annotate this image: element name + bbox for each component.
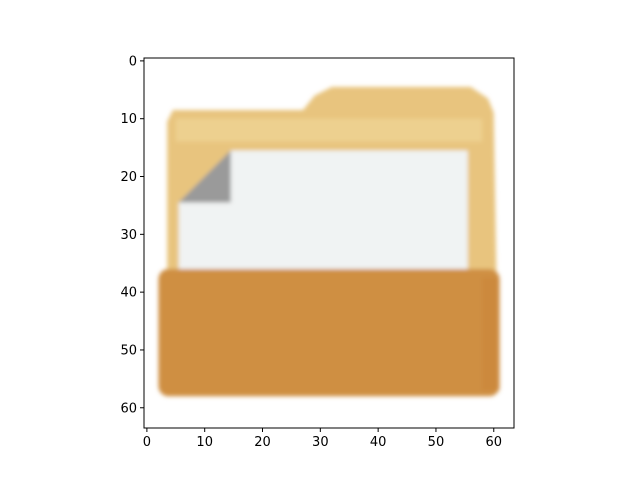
folder-front-shape <box>158 269 500 397</box>
y-axis: 0 10 20 30 40 50 60 <box>120 54 144 416</box>
y-tick-label: 20 <box>120 170 137 185</box>
y-tick-label: 60 <box>120 401 137 416</box>
x-tick-label: 30 <box>312 435 329 450</box>
document-fold-shape <box>178 150 231 203</box>
x-axis: 0 10 20 30 40 50 60 <box>143 428 502 450</box>
y-tick-label: 0 <box>129 54 137 69</box>
x-tick-label: 10 <box>196 435 213 450</box>
folder-front-edge-shape <box>482 277 500 391</box>
y-tick-label: 30 <box>120 228 137 243</box>
axes-frame <box>143 57 515 429</box>
x-tick-label: 20 <box>254 435 271 450</box>
y-tick-label: 10 <box>120 112 137 127</box>
x-tick-label: 50 <box>428 435 445 450</box>
folder-icon <box>158 86 500 397</box>
y-tick-label: 40 <box>120 286 137 301</box>
folder-icon-shapes <box>158 86 500 397</box>
folder-back-highlight-shape <box>175 118 483 142</box>
x-tick-label: 40 <box>370 435 387 450</box>
x-tick-label: 0 <box>143 435 151 450</box>
x-tick-label: 60 <box>485 435 502 450</box>
y-tick-label: 50 <box>120 343 137 358</box>
document-shape <box>178 150 468 287</box>
